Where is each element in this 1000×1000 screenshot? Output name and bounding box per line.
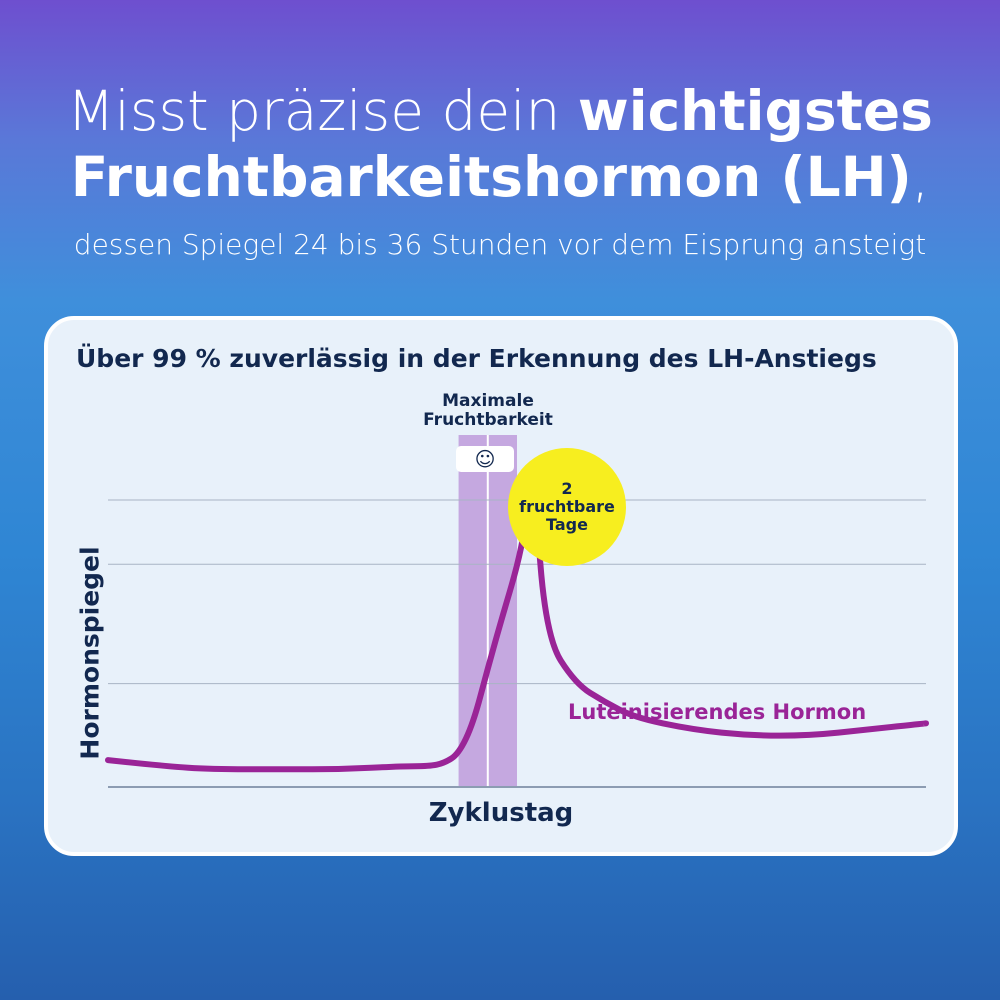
fertile-window-label: Maximale Fruchtbarkeit <box>423 391 553 430</box>
smiley-icon: ☺ <box>456 446 514 472</box>
headline-line1-bold: wichtigstes <box>577 79 933 143</box>
headline: Misst präzise dein wichtigstes Fruchtbar… <box>0 78 1000 210</box>
lh-curve-line <box>105 501 929 773</box>
fertile-days-unit: Tage <box>546 515 588 534</box>
headline-line1-light: Misst präzise dein <box>67 79 578 143</box>
y-axis-label-wrap: Hormonspiegel <box>60 546 120 760</box>
lh-chart-svg <box>105 435 929 788</box>
fertile-days-bubble: 2 fruchtbare Tage <box>508 448 626 566</box>
subline: dessen Spiegel 24 bis 36 Stunden vor dem… <box>73 228 927 261</box>
chart-card: Über 99 % zuverlässig in der Erkennung d… <box>44 316 958 856</box>
series-label-lh: Luteinisierendes Hormon <box>568 700 867 724</box>
headline-line2: Fruchtbarkeitshormon (LH), <box>0 144 1000 210</box>
fertile-days-number: 2 <box>561 479 573 498</box>
y-axis-label: Hormonspiegel <box>75 546 105 760</box>
x-axis-label: Zyklustag <box>428 798 574 828</box>
headline-line2-bold: Fruchtbarkeitshormon (LH) <box>70 145 912 209</box>
fertile-days-label: fruchtbare <box>519 497 615 516</box>
headline-line1: Misst präzise dein wichtigstes <box>0 78 1000 144</box>
fertile-days-text: 2 fruchtbare Tage <box>508 480 626 534</box>
chart-title: Über 99 % zuverlässig in der Erkennung d… <box>76 344 877 373</box>
headline-line2-comma: , <box>911 145 930 209</box>
